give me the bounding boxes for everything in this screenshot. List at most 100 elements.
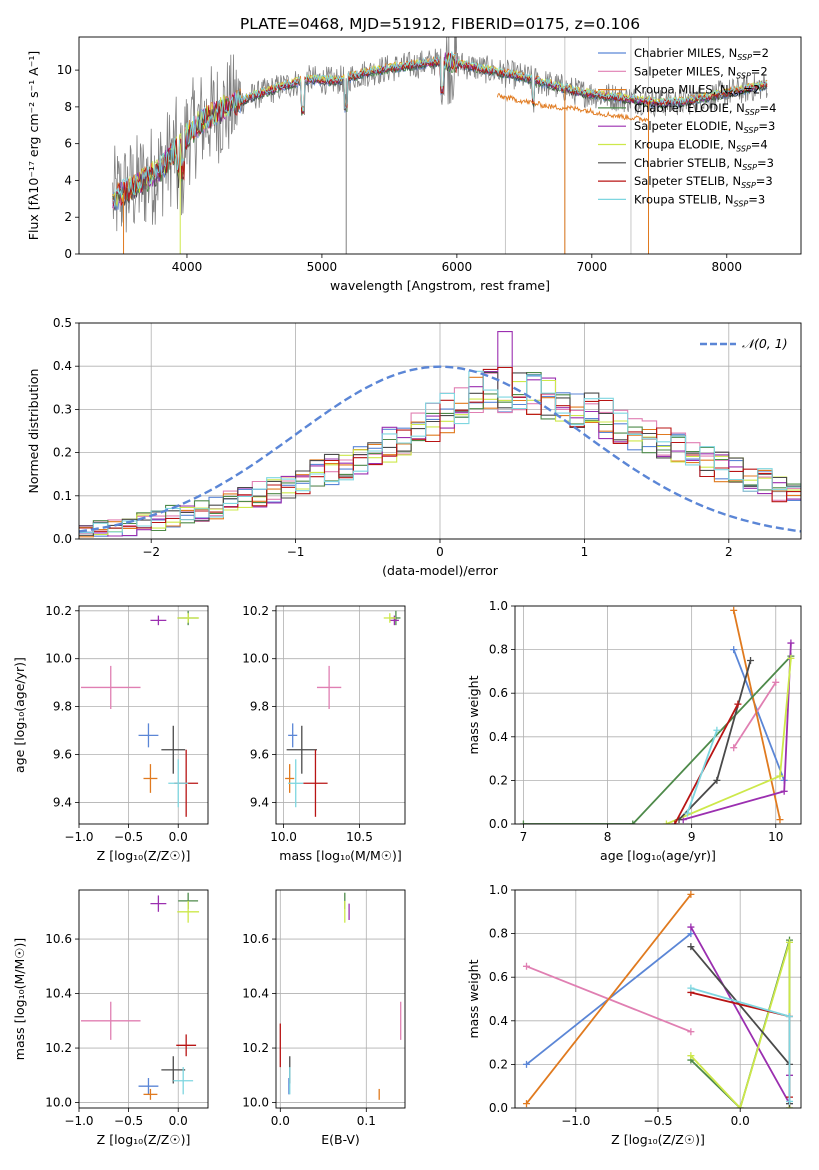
y-axis-label: mass weight	[466, 675, 481, 754]
series-marker	[772, 678, 780, 686]
x-tick-label: 6000	[442, 260, 473, 274]
spectrum-frame	[78, 36, 802, 255]
legend-subscript: SSP	[745, 108, 760, 117]
series-marker	[747, 657, 755, 664]
y-tick-label: 0.2	[489, 1057, 508, 1071]
x-tick-label: 0.0	[169, 1114, 188, 1128]
series-marker	[776, 816, 784, 824]
y-tick-label: 0.4	[489, 730, 508, 744]
series-marker	[730, 744, 738, 752]
legend-value: =3	[757, 156, 774, 170]
mass_vs_Z-points	[80, 892, 200, 1100]
x-tick-label: 10.5	[346, 830, 373, 844]
series-marker	[687, 890, 695, 898]
legend-entry: Salpeter STELIB, NSSP=3	[634, 174, 773, 190]
series-marker	[687, 1028, 695, 1036]
series-line-salp-elodie	[682, 643, 792, 821]
series-line-chab-elodie	[523, 655, 792, 824]
series-marker	[785, 1012, 793, 1020]
x-axis-label: mass [log₁₀(M/M☉)]	[279, 848, 401, 863]
y-tick-label: 10.2	[45, 604, 72, 618]
series-marker	[662, 820, 670, 824]
x-tick-label: 10.0	[270, 830, 297, 844]
y-tick-label: 9.6	[250, 748, 269, 762]
y-tick-label: 10.2	[242, 1041, 269, 1055]
residuals-plot	[79, 331, 801, 538]
legend-entry: Chabrier STELIB, NSSP=3	[634, 156, 774, 172]
legend-entry: Salpeter MILES, NSSP=2	[634, 64, 768, 80]
x-tick-label: −0.5	[114, 830, 143, 844]
y-tick-label: 0.4	[53, 359, 72, 373]
x-tick-label: 0.0	[731, 1114, 750, 1128]
series-marker	[523, 962, 531, 970]
series-marker	[687, 984, 695, 992]
y-tick-label: 0.0	[489, 817, 508, 831]
x-tick-label: −1.0	[64, 1114, 93, 1128]
series-line-salp-stelib	[674, 703, 739, 824]
age_vs_mass-axes: 10.0 10.5 9.4 9.6 9.8 10.0 10.2 mass [log₁₀(M/M…	[242, 604, 405, 863]
y-tick-label: 9.4	[53, 795, 72, 809]
y-tick-label: 10.0	[45, 652, 72, 666]
series-marker	[730, 646, 738, 654]
weight_vs_age-frame	[514, 605, 802, 825]
y-tick-label: 0.8	[489, 643, 508, 657]
mass_vs_Z-frame	[78, 889, 209, 1109]
y-tick-label: 10.2	[242, 604, 269, 618]
mass_vs_ebv-frame	[275, 889, 406, 1109]
x-axis-label: age [log₁₀(age/yr)]	[600, 848, 716, 863]
series-line-salp-miles	[732, 681, 777, 749]
y-tick-label: 4	[64, 173, 72, 187]
legend-value: =4	[760, 101, 777, 115]
y-tick-label: 0.1	[53, 489, 72, 503]
y-tick-label: 0.0	[489, 1101, 508, 1115]
spectrum-legend: Chabrier MILES, NSSP=2 Salpeter MILES, NS…	[598, 46, 776, 208]
y-tick-label: 10.0	[242, 652, 269, 666]
age_vs_mass-frame	[275, 605, 406, 825]
age_vs_Z-points	[80, 610, 200, 817]
spectrum-model-tail	[496, 92, 649, 123]
legend-entry: Kroupa ELODIE, NSSP=4	[634, 138, 768, 154]
series-marker	[734, 700, 742, 708]
mass_vs_ebv-axes: 0.0 0.1 10.0 10.2 10.4 10.6 E(B-V)	[242, 890, 405, 1147]
y-tick-label: 10.4	[45, 987, 72, 1001]
y-axis-label: age [log₁₀(age/yr)]	[12, 657, 27, 773]
residuals-frame	[78, 322, 802, 540]
legend-entry: Kroupa STELIB, NSSP=3	[634, 192, 765, 208]
series-marker	[629, 820, 637, 824]
y-tick-label: 0.4	[489, 1014, 508, 1028]
age_vs_mass-points	[285, 610, 401, 817]
y-tick-label: 9.8	[53, 700, 72, 714]
series-line-krou-stelib	[686, 729, 718, 814]
x-axis-label: (data-model)/error	[382, 563, 499, 578]
y-tick-label: 0.2	[53, 446, 72, 460]
weight_vs_age-axes: 7 8 9 10 0.0 0.2 0.4 0.6 0.8 1.0 age [log₁₀(age/yr…	[466, 599, 801, 863]
weight_vs_age-lines	[519, 606, 795, 824]
hist-krou-elodie	[79, 379, 801, 536]
series-marker	[687, 1052, 695, 1060]
x-tick-label: 8000	[712, 260, 743, 274]
x-tick-label: 0	[436, 545, 444, 559]
y-tick-label: 10.4	[242, 987, 269, 1001]
legend-subscript: SSP	[742, 163, 757, 172]
legend-subscript: SSP	[736, 71, 751, 80]
legend-subscript: SSP	[744, 126, 759, 135]
weight_vs_Z-axes: −1.0 −0.5 0.0 0.0 0.2 0.4 0.6 0.8 1.0 Z [log₁₀(Z/…	[466, 883, 801, 1147]
x-tick-label: 2	[725, 545, 733, 559]
age_vs_Z-frame	[78, 605, 209, 825]
series-marker	[687, 930, 695, 938]
y-axis-label: Flux [fλ10⁻¹⁷ erg cm⁻² s⁻¹ A⁻¹]	[26, 51, 41, 240]
legend-value: =3	[756, 174, 773, 188]
series-marker	[785, 938, 793, 946]
hist-salp-stelib	[79, 366, 801, 532]
y-tick-label: 10.6	[45, 932, 72, 946]
x-tick-label: 0.1	[357, 1114, 376, 1128]
series-line-chab-miles	[732, 649, 786, 781]
x-tick-label: 0.0	[169, 830, 188, 844]
series-marker	[683, 809, 691, 817]
x-tick-label: −1.0	[561, 1114, 590, 1128]
y-axis-label: Normed distribution	[26, 369, 41, 494]
legend-subscript: SSP	[729, 90, 744, 99]
x-axis-label: E(B-V)	[321, 1132, 360, 1147]
hist-chab-miles	[79, 375, 801, 537]
weight_vs_Z-frame	[514, 889, 802, 1109]
